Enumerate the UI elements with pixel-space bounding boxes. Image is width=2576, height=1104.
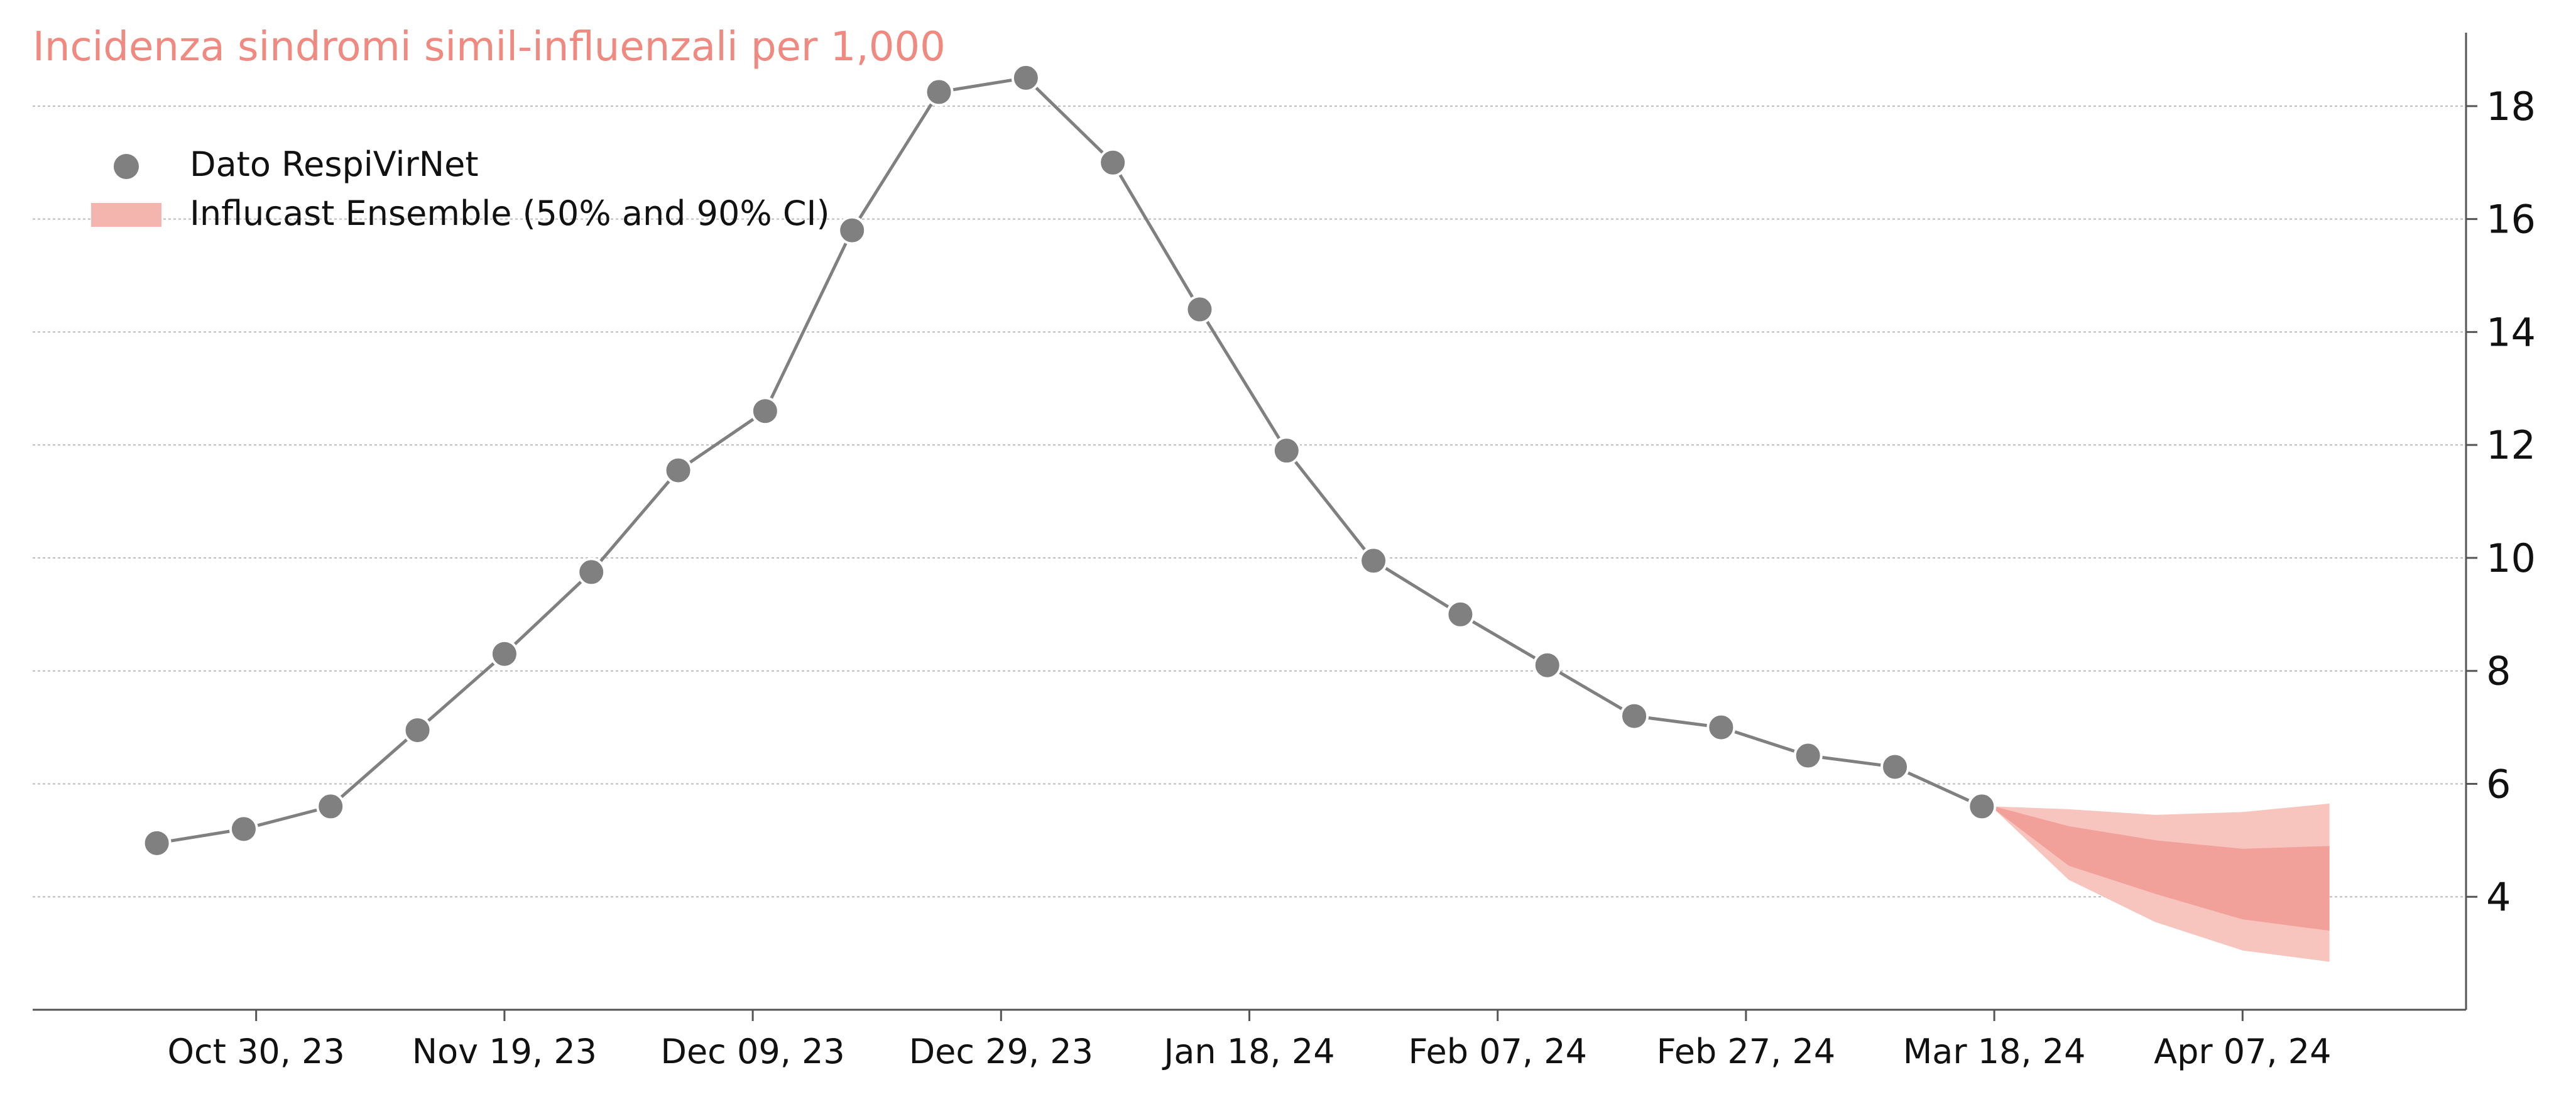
data-point — [750, 396, 780, 426]
observed-points — [142, 63, 1997, 858]
x-ticks: Oct 30, 23 Nov 19, 23 Dec 09, 23 Dec 29, 23… — [168, 1010, 2331, 1071]
data-point — [663, 456, 693, 485]
x-tick-label: Mar 18, 24 — [1903, 1032, 2086, 1071]
x-tick-label: Dec 09, 23 — [660, 1032, 844, 1071]
data-point — [403, 716, 432, 745]
y-tick-label: 12 — [2486, 422, 2536, 468]
data-point — [1446, 599, 1475, 629]
x-tick-label: Dec 29, 23 — [909, 1032, 1093, 1071]
forecast-band-50 — [1994, 806, 2330, 931]
data-point — [489, 639, 519, 669]
grid-lines — [33, 105, 2466, 898]
x-tick-label: Feb 07, 24 — [1408, 1032, 1587, 1071]
data-point — [316, 792, 346, 821]
legend-marker-forecast — [91, 203, 161, 227]
data-point — [1793, 741, 1823, 770]
legend-marker-observed — [114, 154, 139, 179]
y-tick-label: 4 — [2486, 874, 2511, 920]
observed-series-line — [156, 76, 1983, 845]
y-tick-label: 18 — [2486, 84, 2536, 129]
x-tick-label: Feb 27, 24 — [1657, 1032, 1836, 1071]
y-ticks: 4 6 8 10 12 14 16 18 — [2466, 84, 2536, 920]
forecast-bands — [1994, 803, 2330, 962]
observed-line — [156, 76, 1983, 845]
x-tick-label: Apr 07, 24 — [2154, 1032, 2331, 1071]
y-tick-label: 6 — [2486, 761, 2511, 807]
data-point — [1706, 713, 1736, 742]
data-point — [1532, 650, 1562, 680]
legend: Dato RespiVirNet Influcast Ensemble (50%… — [91, 145, 830, 233]
legend-label-forecast: Influcast Ensemble (50% and 90% CI) — [190, 194, 830, 233]
x-tick-label: Nov 19, 23 — [412, 1032, 597, 1071]
chart-title: Incidenza sindromi simil-influenzali per… — [33, 24, 946, 70]
data-point — [1272, 436, 1301, 466]
legend-label-observed: Dato RespiVirNet — [190, 145, 479, 184]
data-point — [229, 814, 258, 844]
data-point — [1011, 63, 1040, 92]
y-tick-label: 8 — [2486, 648, 2511, 694]
data-point — [577, 557, 606, 587]
data-point — [1620, 701, 1649, 731]
data-point — [1359, 546, 1389, 576]
data-point — [1098, 148, 1128, 177]
data-point — [142, 828, 172, 858]
x-tick-label: Oct 30, 23 — [168, 1032, 345, 1071]
data-point — [924, 77, 954, 107]
x-tick-label: Jan 18, 24 — [1162, 1032, 1334, 1071]
y-tick-label: 16 — [2486, 197, 2536, 243]
y-tick-label: 14 — [2486, 309, 2536, 355]
y-tick-label: 10 — [2486, 535, 2536, 581]
data-point — [1880, 752, 1910, 782]
data-point — [1185, 295, 1214, 324]
data-point — [838, 216, 867, 245]
data-point — [1967, 792, 1997, 821]
